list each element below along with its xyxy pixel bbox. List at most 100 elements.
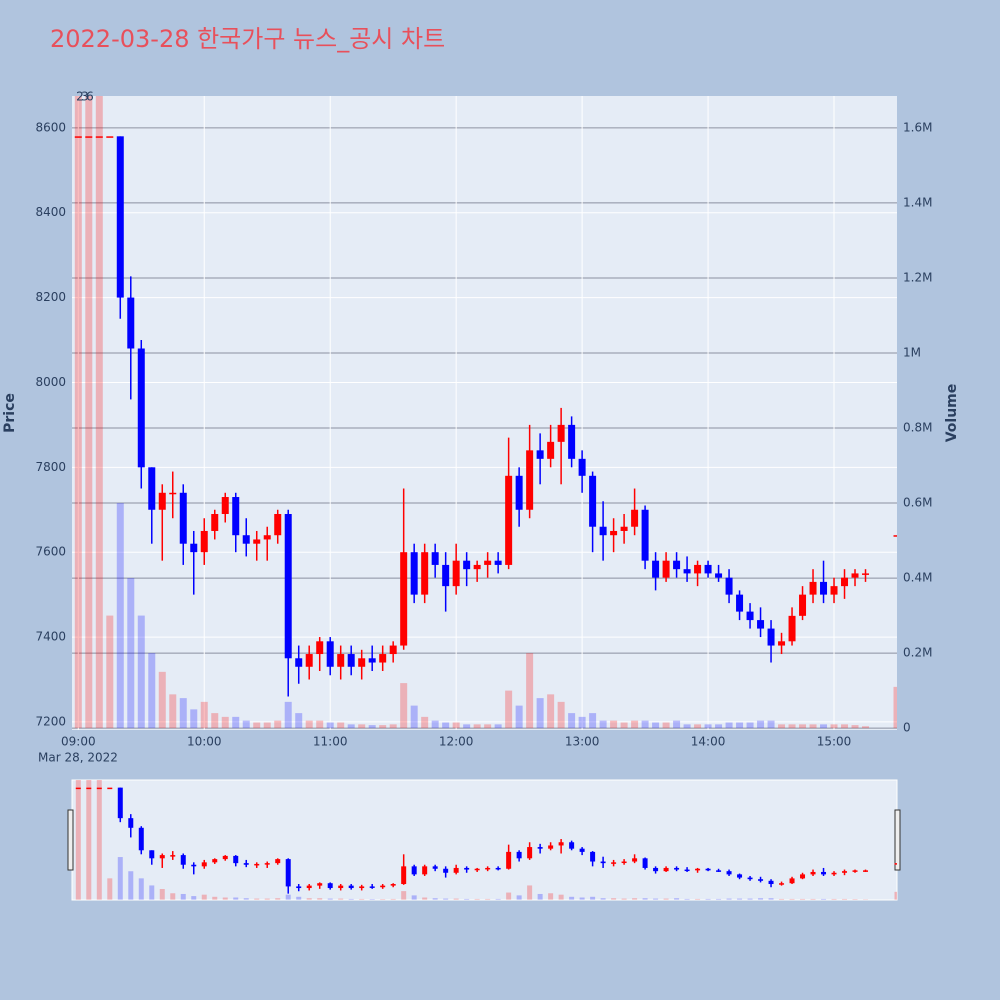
volume-bar: [652, 722, 660, 729]
candle-body: [211, 513, 219, 531]
candle-body: [347, 654, 355, 667]
y-tick-label: 7200: [35, 714, 66, 728]
volume-bar: [316, 720, 324, 729]
candle-body: [221, 497, 229, 514]
slider-handle[interactable]: [67, 809, 74, 871]
candle-body: [673, 560, 681, 570]
candle-body: [453, 867, 459, 873]
volume-bar: [768, 898, 774, 900]
candle-body: [253, 539, 261, 544]
candle-body: [758, 879, 764, 881]
candle-body: [494, 560, 502, 565]
volume-bar: [432, 898, 438, 900]
candle-body: [725, 577, 733, 595]
volume-bar: [453, 898, 459, 900]
volume-bar: [746, 722, 754, 729]
candle-body: [358, 658, 366, 667]
candle-body: [296, 886, 302, 889]
candle-body: [505, 475, 513, 565]
slider-handle[interactable]: [894, 809, 901, 871]
candle-body: [569, 842, 575, 849]
candle-body: [841, 577, 849, 587]
candle-body: [568, 424, 576, 459]
volume-bar: [747, 898, 753, 900]
volume-bar: [242, 720, 250, 729]
candle-body: [526, 450, 534, 510]
volume-bar: [778, 724, 786, 729]
candle-body: [662, 560, 670, 578]
candle-body: [716, 870, 722, 872]
annotation: 2: [76, 90, 84, 104]
chart-title: 2022-03-28 한국가구 뉴스_공시 차트: [50, 25, 445, 53]
candle-body: [317, 883, 323, 886]
candle-body: [484, 560, 492, 565]
volume-bar: [526, 653, 534, 729]
volume-bar: [180, 893, 186, 900]
volume-bar: [673, 720, 681, 729]
volume-bar: [779, 898, 785, 900]
volume-bar: [390, 898, 396, 900]
volume-bar: [148, 653, 156, 729]
candle-body: [116, 136, 124, 298]
candle-body: [831, 872, 837, 875]
candle-body: [410, 552, 418, 595]
candle-body: [515, 475, 523, 510]
candle-body: [191, 864, 197, 867]
volume-bar: [359, 898, 365, 900]
candle-body: [138, 827, 144, 851]
volume-bar: [358, 724, 366, 729]
volume-bar: [75, 780, 81, 900]
candle-body: [621, 861, 627, 864]
candle-body: [380, 885, 386, 888]
candle-body: [148, 467, 156, 510]
y2-title: Volume: [944, 384, 960, 443]
y-tick-label: 8600: [35, 120, 66, 134]
candle-body: [631, 509, 639, 527]
volume-bar: [95, 96, 103, 729]
volume-bar: [463, 724, 471, 729]
candle-body: [431, 552, 439, 565]
y-tick-label: 8000: [35, 375, 66, 389]
volume-bar: [400, 683, 408, 729]
candle-body: [127, 297, 135, 349]
candle-body: [652, 560, 660, 578]
volume-bar: [443, 898, 449, 900]
volume-bar: [263, 722, 271, 729]
candle-body: [485, 867, 491, 870]
candle-body: [158, 492, 166, 510]
candle-body: [653, 867, 659, 872]
candle-body: [862, 573, 870, 575]
candle-body: [779, 883, 785, 885]
candle-body: [747, 877, 753, 880]
candle-body: [800, 874, 806, 879]
candle-body: [820, 581, 828, 595]
volume-bar: [243, 898, 249, 900]
candle-body: [809, 581, 817, 595]
candle-body: [264, 863, 270, 865]
candle-body: [599, 526, 607, 536]
volume-bar: [841, 724, 849, 729]
volume-bar: [715, 724, 723, 729]
volume-bar: [201, 894, 207, 900]
candle-body: [674, 867, 680, 870]
volume-bar: [473, 724, 481, 729]
candle-body: [821, 871, 827, 875]
volume-bar: [221, 716, 229, 729]
volume-bar: [537, 893, 543, 900]
volume-bar: [464, 898, 470, 900]
volume-bar: [212, 896, 218, 900]
volume-bar: [452, 722, 460, 729]
candle-body: [830, 586, 838, 595]
volume-bar: [516, 895, 522, 900]
volume-bar: [368, 725, 376, 729]
candle-body: [337, 654, 345, 667]
candle-body: [863, 870, 869, 872]
volume-bar: [557, 701, 565, 729]
candle-body: [85, 136, 93, 138]
candle-body: [495, 867, 501, 870]
volume-bar: [137, 615, 145, 729]
candle-body: [516, 851, 522, 859]
candle-body: [316, 641, 324, 655]
candle-body: [474, 868, 480, 871]
volume-bar: [536, 698, 544, 729]
